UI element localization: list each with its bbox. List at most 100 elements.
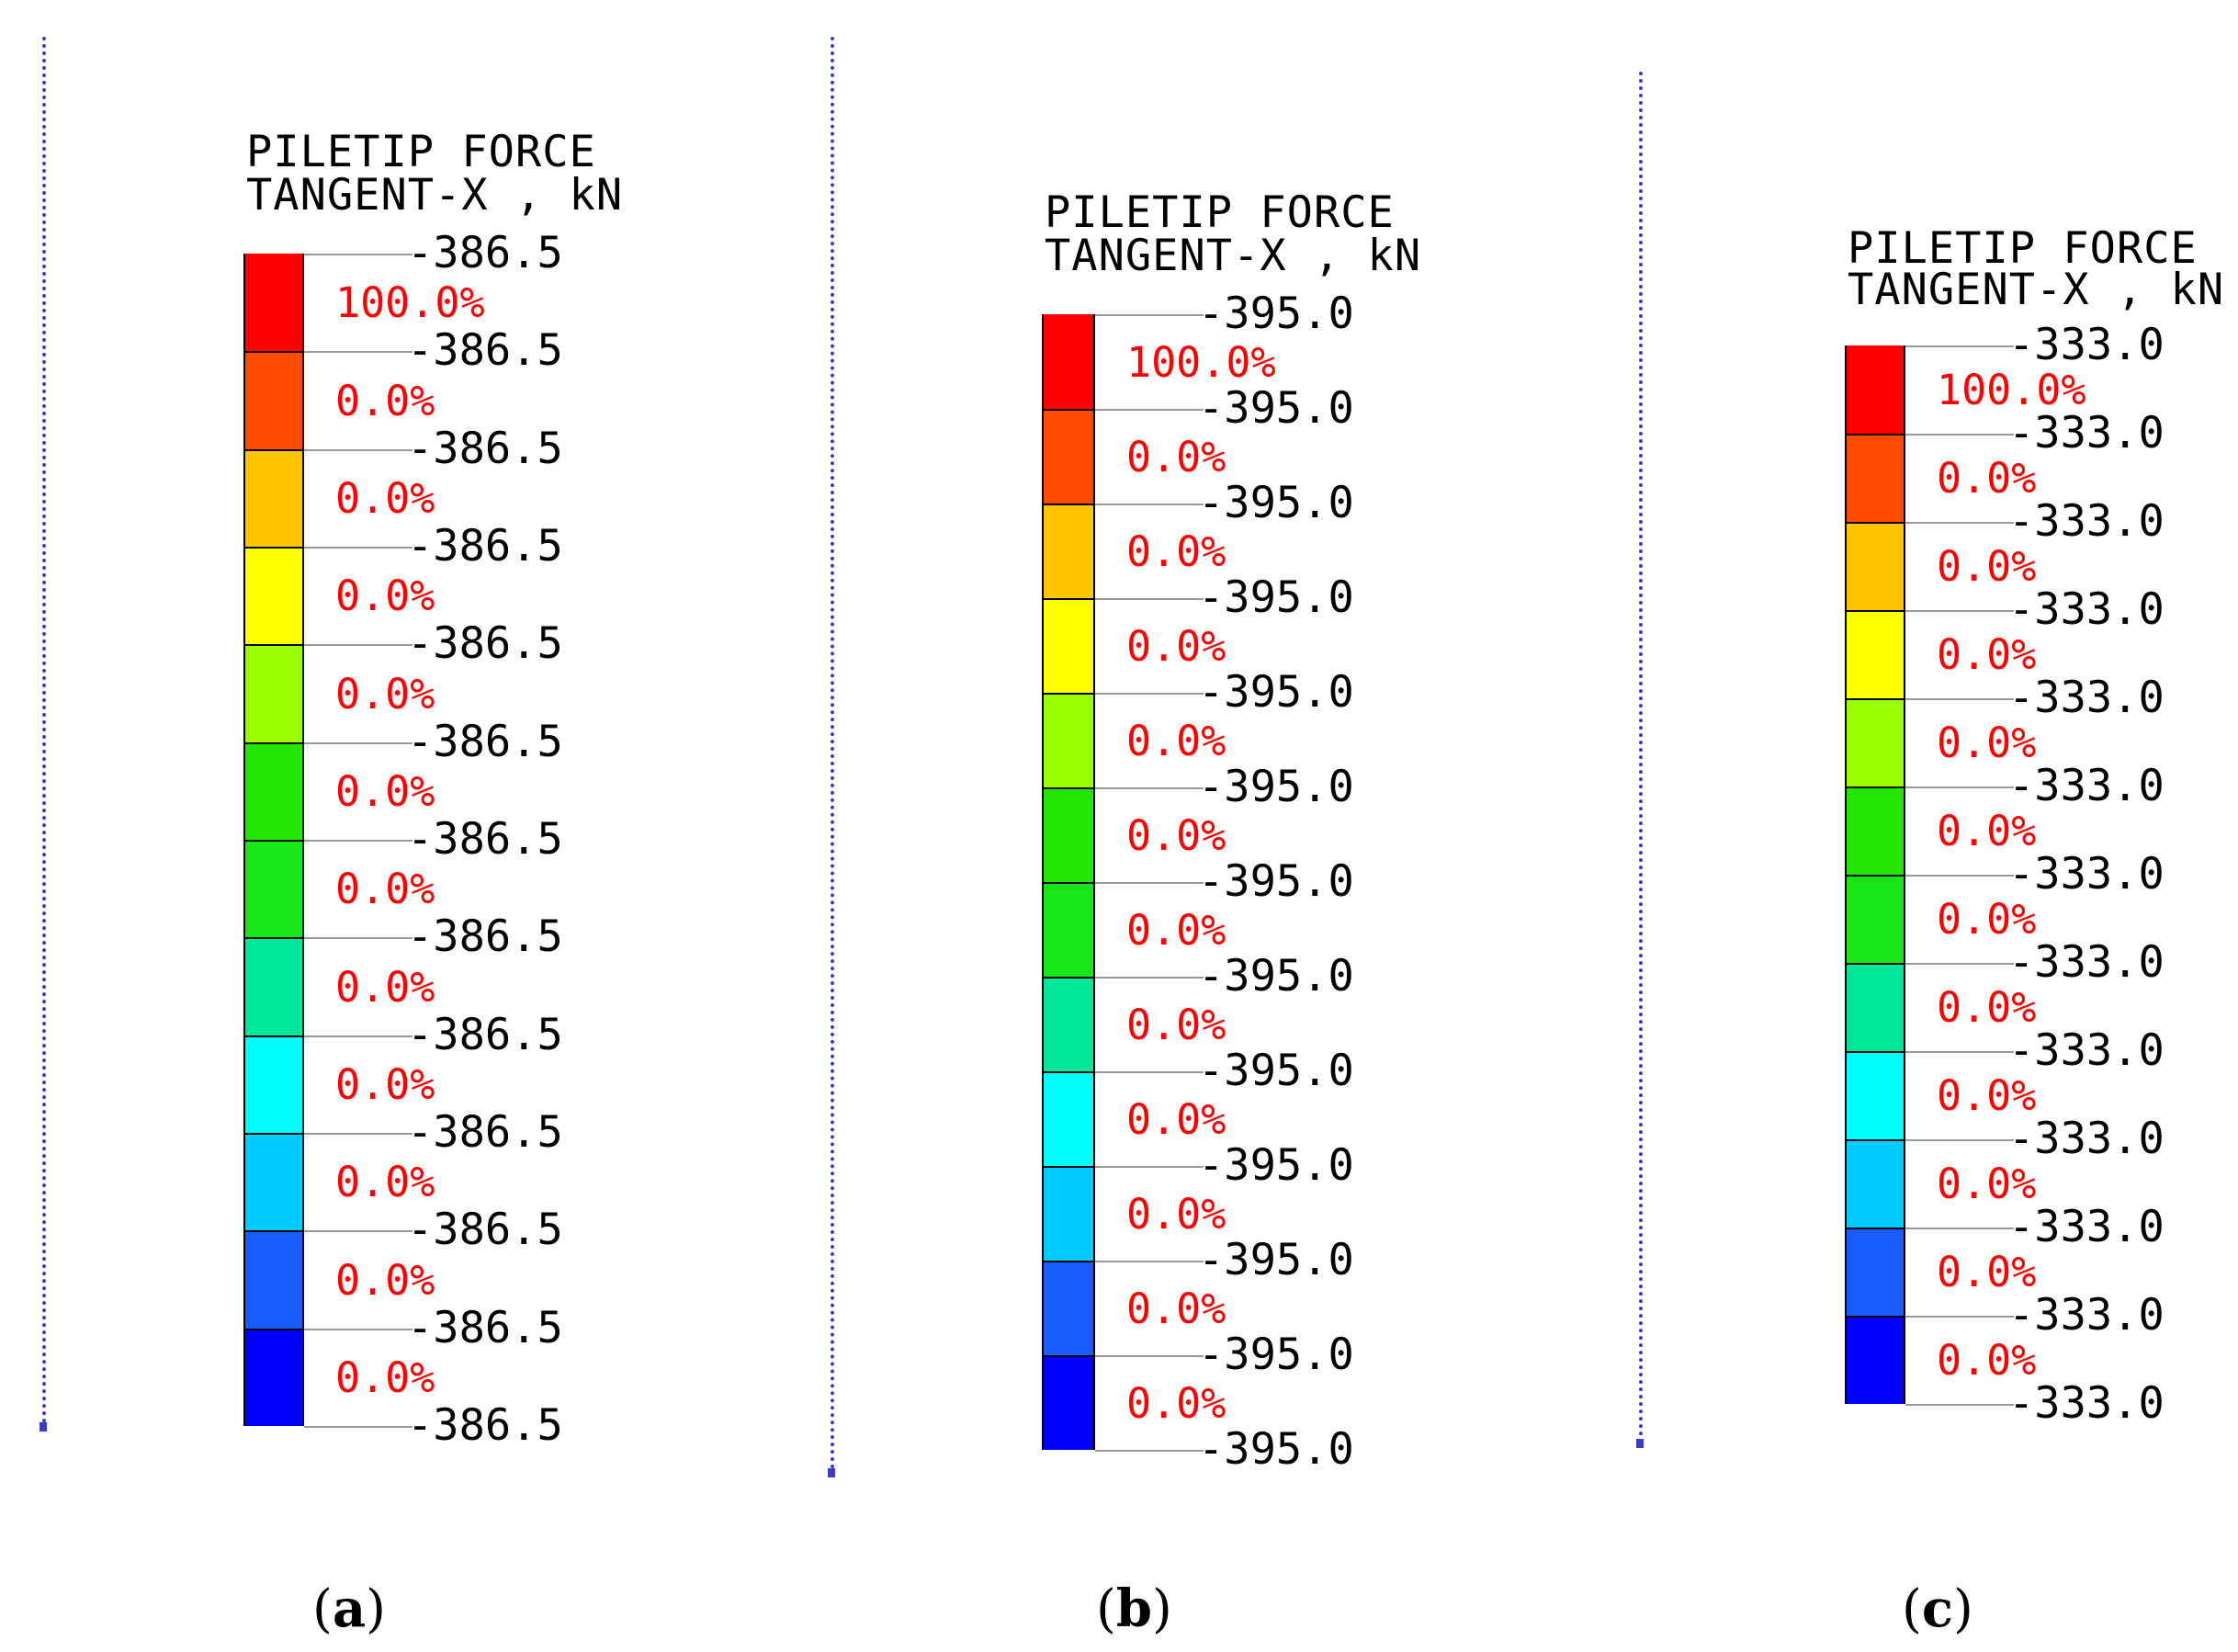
color-band-b-5 bbox=[1044, 693, 1093, 787]
tick-line-b-7 bbox=[1095, 977, 1204, 979]
tick-label-a-8: -386.5 bbox=[407, 1009, 563, 1060]
legend-title-line2-b: TANGENT-X , kN bbox=[1045, 231, 1422, 281]
tick-label-b-9: -395.0 bbox=[1198, 1140, 1354, 1191]
percent-label-b-3: 0.0% bbox=[1126, 526, 1226, 576]
percent-label-c-10: 0.0% bbox=[1937, 1160, 2037, 1208]
tick-line-b-5 bbox=[1095, 787, 1204, 789]
color-band-c-10 bbox=[1847, 1139, 1904, 1228]
percent-label-b-7: 0.0% bbox=[1126, 905, 1226, 955]
percent-label-a-12: 0.0% bbox=[335, 1352, 435, 1402]
color-band-b-1 bbox=[1044, 314, 1093, 409]
percent-label-c-2: 0.0% bbox=[1937, 454, 2037, 503]
color-band-c-9 bbox=[1847, 1051, 1904, 1139]
tick-line-c-5 bbox=[1905, 786, 2014, 788]
legend-title-line1-b: PILETIP FORCE bbox=[1045, 187, 1395, 238]
tick-line-b-9 bbox=[1095, 1166, 1204, 1168]
tick-label-b-1: -395.0 bbox=[1198, 383, 1354, 434]
tick-line-a-7 bbox=[304, 937, 413, 940]
color-band-b-8 bbox=[1044, 977, 1093, 1071]
percent-label-c-6: 0.0% bbox=[1937, 807, 2037, 855]
tick-line-c-7 bbox=[1905, 963, 2014, 965]
tick-line-c-1 bbox=[1905, 434, 2014, 436]
percent-label-b-1: 100.0% bbox=[1126, 337, 1276, 387]
tick-line-c-6 bbox=[1905, 875, 2014, 877]
color-band-b-2 bbox=[1044, 409, 1093, 504]
color-band-a-1 bbox=[245, 254, 302, 352]
percent-label-b-11: 0.0% bbox=[1126, 1284, 1226, 1333]
legend-title-line1-a: PILETIP FORCE bbox=[246, 127, 596, 177]
tick-label-b-4: -395.0 bbox=[1198, 667, 1354, 718]
tick-line-c-3 bbox=[1905, 610, 2014, 612]
color-band-a-5 bbox=[245, 644, 302, 742]
tick-line-c-11 bbox=[1905, 1316, 2014, 1318]
caption-a: (a) bbox=[312, 1578, 387, 1639]
caption-b: (b) bbox=[1096, 1578, 1172, 1639]
percent-label-b-4: 0.0% bbox=[1126, 621, 1226, 671]
tick-line-a-5 bbox=[304, 741, 413, 744]
tick-line-b-6 bbox=[1095, 882, 1204, 884]
tick-label-b-12: -395.0 bbox=[1198, 1424, 1354, 1475]
color-band-c-1 bbox=[1847, 345, 1904, 434]
tick-label-a-11: -386.5 bbox=[407, 1302, 563, 1353]
tick-line-c-2 bbox=[1905, 522, 2014, 524]
color-band-c-11 bbox=[1847, 1228, 1904, 1316]
tick-label-c-1: -333.0 bbox=[2008, 408, 2165, 458]
color-band-c-4 bbox=[1847, 610, 1904, 698]
pile-line-a bbox=[42, 37, 46, 1424]
tick-line-a-1 bbox=[304, 351, 413, 354]
tick-label-c-4: -333.0 bbox=[2008, 673, 2165, 723]
percent-label-c-12: 0.0% bbox=[1937, 1336, 2037, 1385]
tick-line-c-8 bbox=[1905, 1051, 2014, 1053]
tick-line-a-8 bbox=[304, 1035, 413, 1037]
percent-label-c-9: 0.0% bbox=[1937, 1071, 2037, 1120]
legend-title-line2-a: TANGENT-X , kN bbox=[246, 170, 624, 221]
pile-line-b bbox=[831, 37, 834, 1470]
color-band-c-5 bbox=[1847, 698, 1904, 786]
color-band-c-7 bbox=[1847, 875, 1904, 963]
tick-line-b-8 bbox=[1095, 1071, 1204, 1073]
tick-label-a-10: -386.5 bbox=[407, 1205, 563, 1256]
percent-label-a-9: 0.0% bbox=[335, 1059, 435, 1109]
color-band-a-2 bbox=[245, 351, 302, 449]
color-band-a-10 bbox=[245, 1133, 302, 1231]
percent-label-a-4: 0.0% bbox=[335, 571, 435, 621]
percent-label-a-7: 0.0% bbox=[335, 865, 435, 914]
tick-label-a-6: -386.5 bbox=[407, 814, 563, 865]
caption-c: (c) bbox=[1902, 1578, 1973, 1639]
color-band-a-7 bbox=[245, 840, 302, 938]
tick-line-a-4 bbox=[304, 644, 413, 647]
tick-line-b-2 bbox=[1095, 504, 1204, 505]
percent-label-a-2: 0.0% bbox=[335, 376, 435, 425]
color-band-b-3 bbox=[1044, 504, 1093, 598]
tick-line-a-9 bbox=[304, 1133, 413, 1135]
tick-label-b-6: -395.0 bbox=[1198, 856, 1354, 907]
percent-label-c-3: 0.0% bbox=[1937, 542, 2037, 591]
tick-label-a-4: -386.5 bbox=[407, 618, 563, 670]
percent-label-c-1: 100.0% bbox=[1937, 366, 2086, 414]
tick-label-c-2: -333.0 bbox=[2008, 496, 2165, 547]
percent-label-a-1: 100.0% bbox=[335, 278, 485, 328]
color-bar-c bbox=[1845, 345, 1905, 1404]
color-band-b-4 bbox=[1044, 598, 1093, 693]
pile-tip-c bbox=[1636, 1439, 1644, 1448]
tick-line-c-12 bbox=[1905, 1404, 2014, 1406]
tick-line-b-10 bbox=[1095, 1261, 1204, 1262]
tick-line-b-0 bbox=[1095, 314, 1204, 316]
tick-line-b-3 bbox=[1095, 598, 1204, 600]
tick-label-b-7: -395.0 bbox=[1198, 951, 1354, 1001]
tick-label-b-0: -395.0 bbox=[1198, 289, 1354, 339]
percent-label-c-4: 0.0% bbox=[1937, 630, 2037, 679]
tick-label-a-2: -386.5 bbox=[407, 423, 563, 474]
color-band-a-3 bbox=[245, 448, 302, 547]
tick-line-b-1 bbox=[1095, 409, 1204, 411]
percent-label-a-10: 0.0% bbox=[335, 1158, 435, 1207]
tick-label-c-12: -333.0 bbox=[2008, 1378, 2165, 1429]
color-band-b-12 bbox=[1044, 1355, 1093, 1450]
percent-label-a-8: 0.0% bbox=[335, 962, 435, 1012]
color-band-c-6 bbox=[1847, 786, 1904, 875]
tick-label-b-2: -395.0 bbox=[1198, 478, 1354, 528]
percent-label-a-5: 0.0% bbox=[335, 669, 435, 719]
tick-label-c-6: -333.0 bbox=[2008, 849, 2165, 900]
percent-label-c-7: 0.0% bbox=[1937, 895, 2037, 944]
tick-line-b-12 bbox=[1095, 1450, 1204, 1452]
